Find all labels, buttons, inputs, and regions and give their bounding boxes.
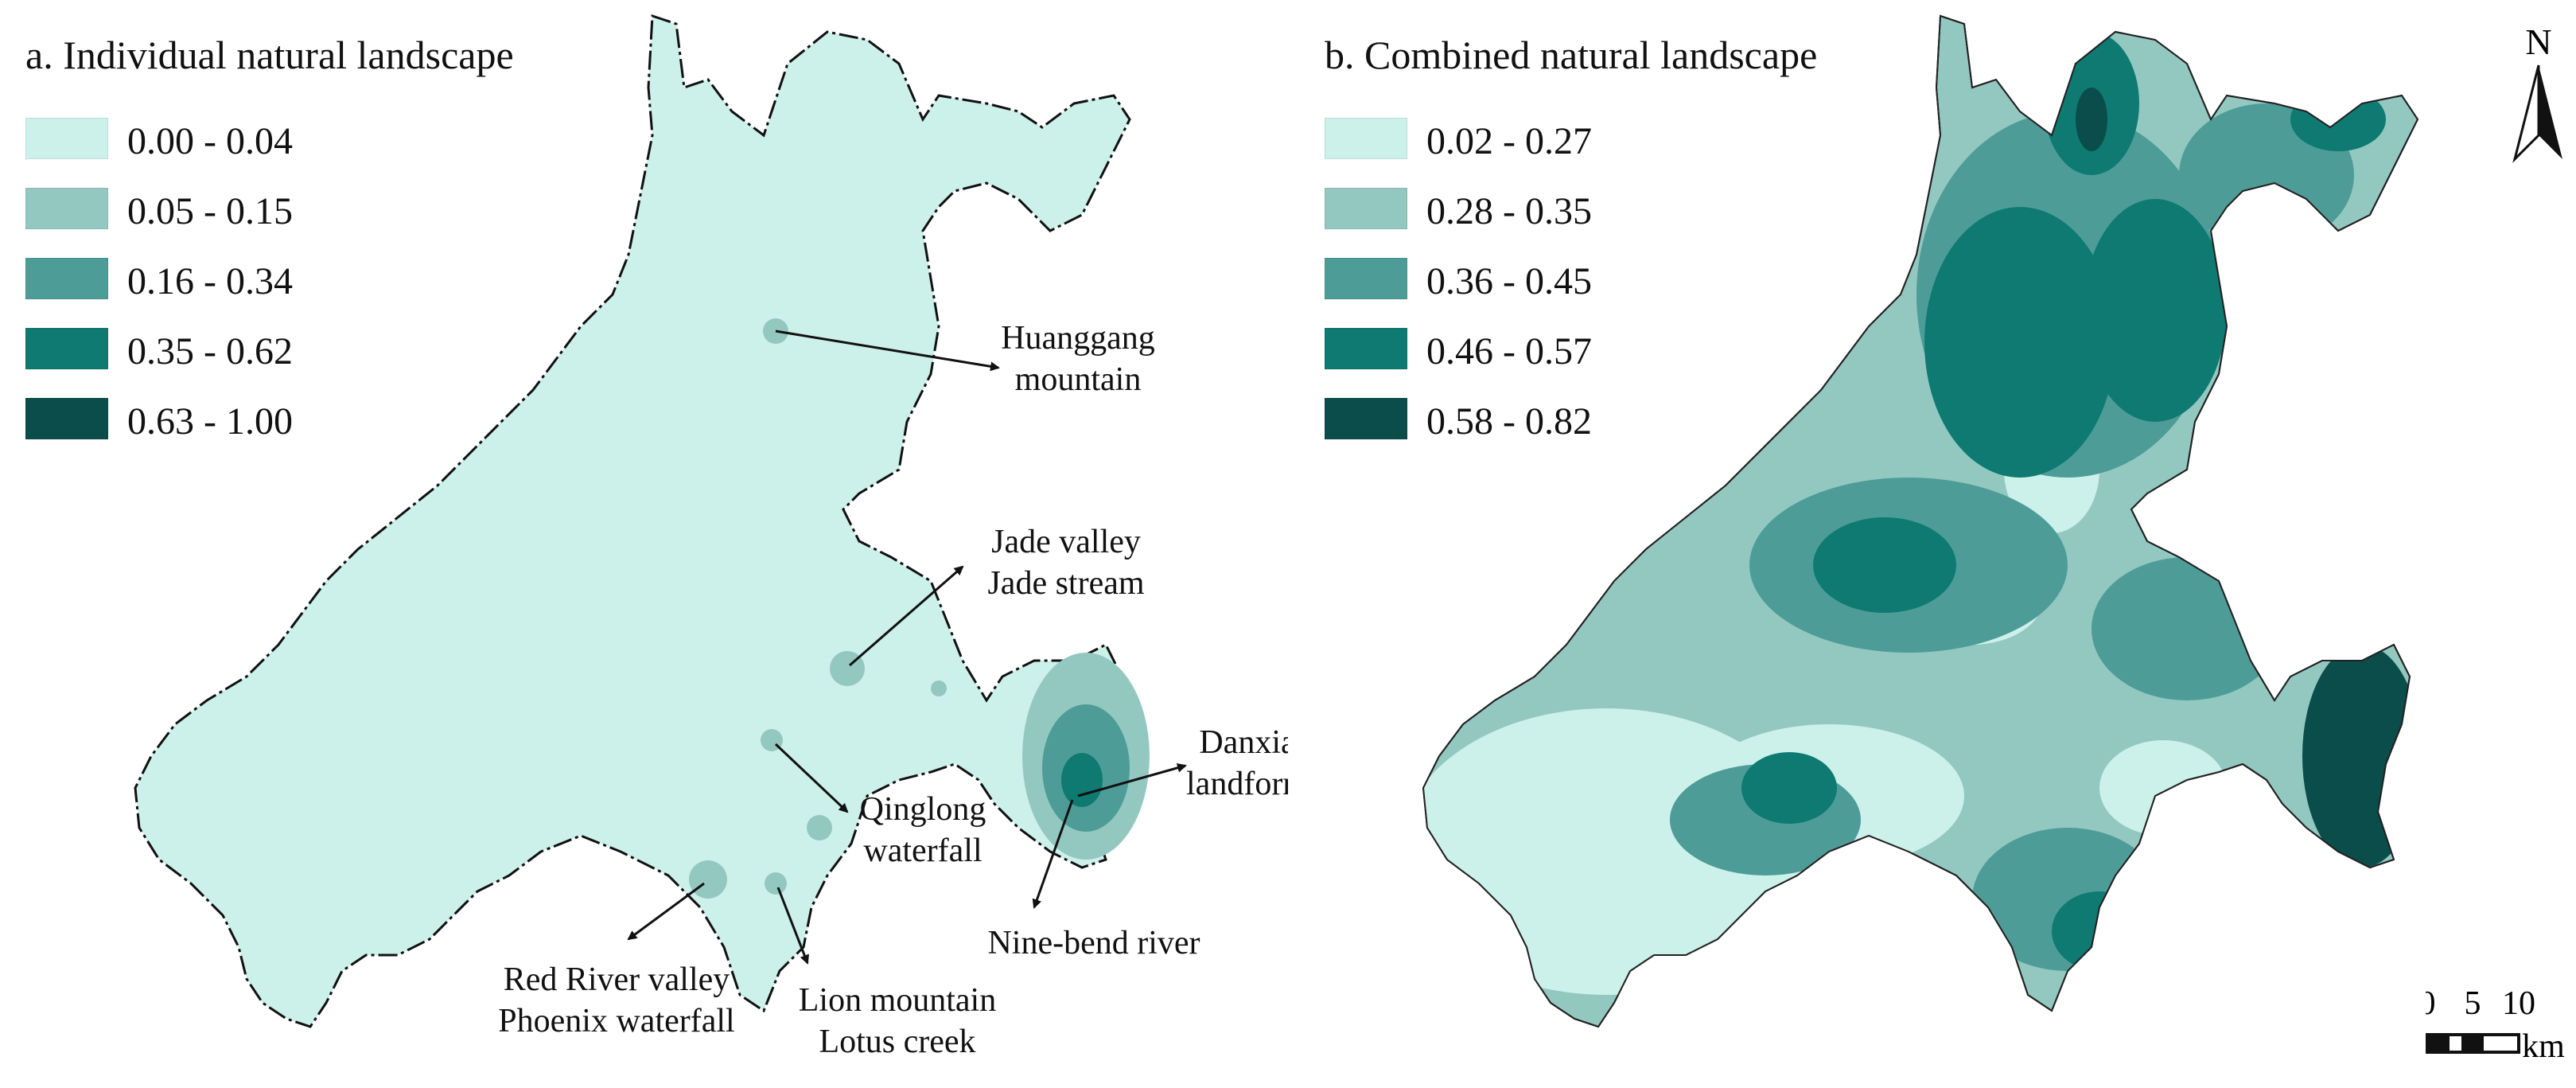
label-jade-1: Jade valley (991, 524, 1141, 560)
legend-label: 0.02 - 0.27 (1426, 120, 1592, 162)
arrow-nine-bend (1032, 799, 1074, 909)
legend-label: 0.16 - 0.34 (127, 260, 293, 302)
legend-label: 0.36 - 0.45 (1426, 260, 1592, 302)
arrow-jade (849, 565, 964, 667)
legend-swatch (25, 398, 108, 439)
legend-label: 0.00 - 0.04 (127, 120, 293, 162)
legend-item: 0.35 - 0.62 (25, 328, 360, 372)
north-label: N (2525, 21, 2551, 62)
label-huanggang-1: Huanggang (1001, 320, 1155, 357)
individual-landscape-map: Huanggang mountain Jade valley Jade stre… (134, 14, 1288, 1060)
scale-unit: km (2522, 1028, 2565, 1065)
scale-tick-0: 0 (2426, 985, 2436, 1022)
hotspot-qinglong-2 (807, 815, 832, 840)
legend-label: 0.35 - 0.62 (127, 330, 293, 372)
legend-swatch (1325, 258, 1407, 299)
legend-item: 0.46 - 0.57 (1325, 328, 1659, 372)
legend-swatch (1325, 328, 1407, 369)
arrow-lion (776, 887, 809, 965)
legend-label: 0.63 - 1.00 (127, 400, 293, 443)
label-red-river-2: Phoenix waterfall (498, 1003, 734, 1039)
panel-a-title: a. Individual natural landscape (25, 33, 514, 77)
scale-tick-5: 5 (2465, 985, 2481, 1022)
label-danxia-1: Danxia (1199, 724, 1288, 761)
arrow-huanggang (775, 330, 1000, 372)
hotspot-jade-small (931, 680, 947, 696)
label-jade-2: Jade stream (987, 565, 1144, 602)
legend-item: 0.63 - 1.00 (25, 398, 360, 443)
legend-label: 0.58 - 0.82 (1426, 400, 1592, 443)
label-huanggang-2: mountain (1015, 361, 1142, 398)
legend-swatch (1325, 188, 1407, 229)
panel-combined-landscape: b. Combined natural landscape 0.02 - 0.2… (1288, 0, 2576, 1088)
legend-item: 0.00 - 0.04 (25, 118, 360, 162)
study-area-outline (134, 14, 1131, 1028)
legend-swatch (25, 328, 108, 369)
label-qinglong-2: waterfall (863, 833, 982, 869)
legend-item: 0.58 - 0.82 (1325, 398, 1659, 443)
label-qinglong-1: Qinglong (860, 791, 986, 828)
label-lion-1: Lion mountain (799, 982, 996, 1019)
arrow-danxia (1077, 762, 1187, 797)
legend-swatch (25, 258, 108, 299)
legend-swatch (25, 188, 108, 229)
north-arrow-icon: N (2512, 21, 2562, 163)
legend-swatch (1325, 398, 1407, 439)
legend-item: 0.36 - 0.45 (1325, 258, 1659, 302)
label-nine-bend: Nine-bend river (987, 925, 1200, 961)
scale-bar: 0 5 10 km (2426, 985, 2565, 1065)
panel-individual-landscape: Huanggang mountain Jade valley Jade stre… (25, 14, 1288, 1060)
hotspot-lion-mountain (765, 872, 787, 895)
legend-swatch (25, 118, 108, 159)
legend-item: 0.02 - 0.27 (1325, 118, 1659, 162)
legend-label: 0.28 - 0.35 (1426, 190, 1592, 232)
legend-label: 0.46 - 0.57 (1426, 330, 1592, 372)
combined-landscape-map (1422, 15, 2418, 1028)
legend-item: 0.05 - 0.15 (25, 188, 360, 232)
arrow-qinglong (774, 743, 849, 813)
hotspot-danxia-core (1061, 753, 1103, 807)
arrow-red-river (627, 882, 705, 941)
legend-item: 0.16 - 0.34 (25, 258, 360, 302)
label-danxia-2: landform (1186, 766, 1288, 802)
legend-item: 0.28 - 0.35 (1325, 188, 1659, 232)
hotspot-red-river (689, 860, 727, 899)
legend-label: 0.05 - 0.15 (127, 190, 293, 232)
panel-b-title: b. Combined natural landscape (1325, 33, 1818, 77)
legend-swatch (1325, 118, 1407, 159)
scale-tick-10: 10 (2502, 985, 2535, 1022)
label-red-river-1: Red River valley (504, 961, 730, 998)
label-lion-2: Lotus creek (819, 1024, 975, 1060)
